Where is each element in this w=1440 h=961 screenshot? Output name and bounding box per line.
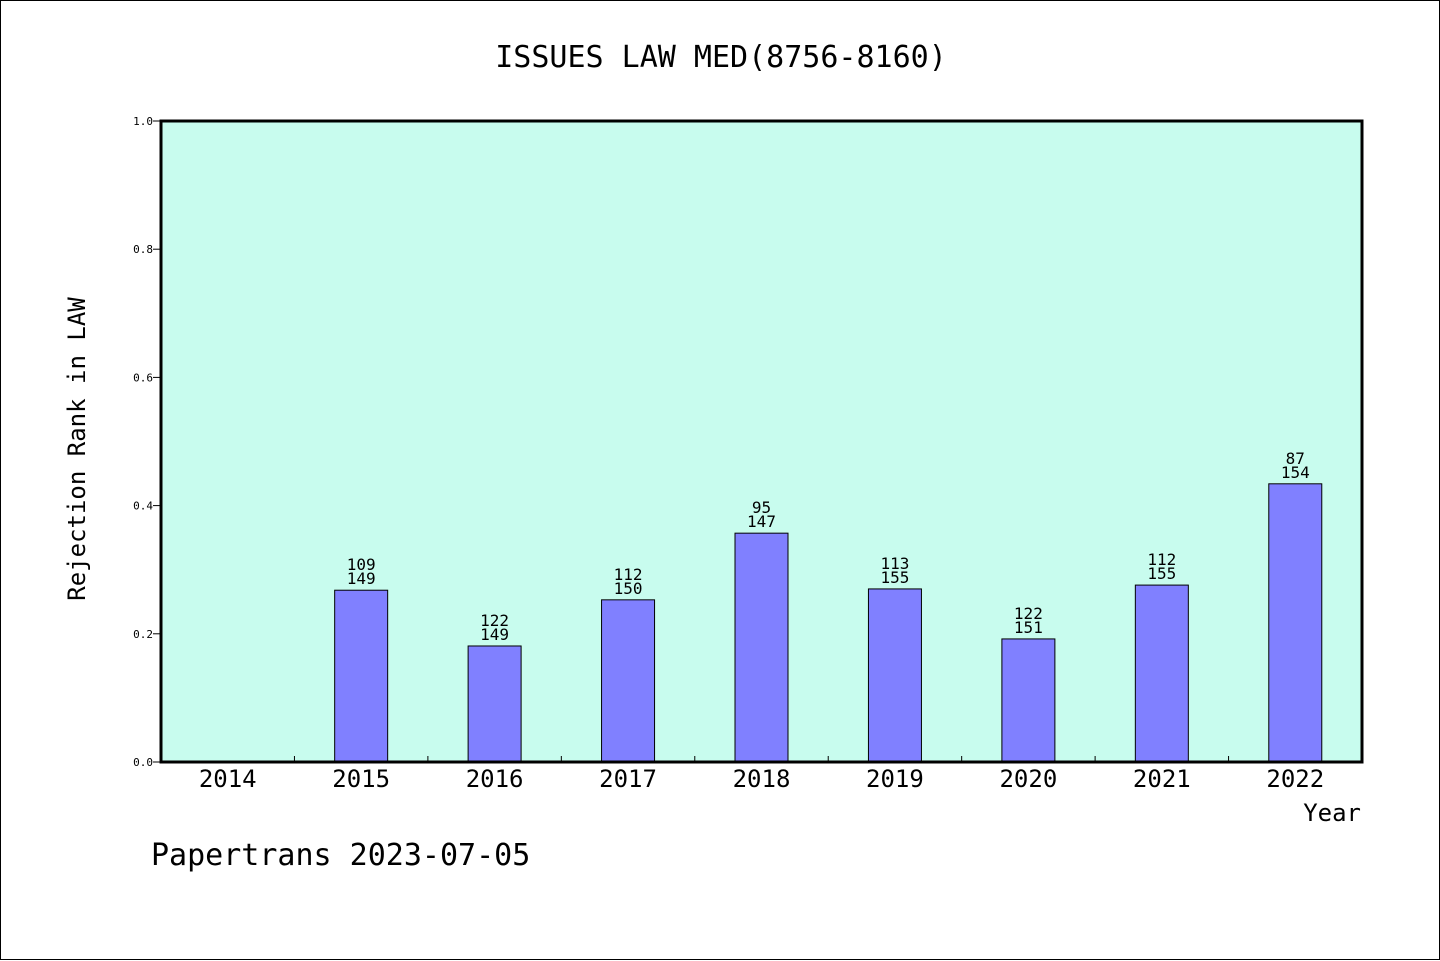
data-label-bottom: 154 (1281, 463, 1310, 482)
y-axis-label: Rejection Rank in LAW (63, 297, 91, 601)
x-axis-label: Year (1303, 799, 1361, 827)
data-label-top: 113 (880, 554, 909, 573)
data-label-top: 122 (480, 611, 509, 630)
data-label-bottom: 149 (480, 625, 509, 644)
bar-2017 (601, 599, 656, 763)
x-tick-label: 2015 (332, 765, 390, 793)
x-tick-label: 2021 (1133, 765, 1191, 793)
data-label-bottom: 151 (1014, 618, 1043, 637)
x-axis: 2014 2015 2016 2017 2018 2019 2020 2021 2022 (199, 756, 1324, 793)
footer-credit: Papertrans 2023-07-05 (151, 838, 530, 873)
data-label-top: 109 (347, 555, 376, 574)
plot-border (159, 119, 1364, 764)
x-tick-label: 2017 (599, 765, 657, 793)
y-tick-label: 0.8 (133, 243, 153, 256)
data-label-bottom: 150 (614, 579, 643, 598)
data-label-top: 95 (752, 498, 771, 517)
y-axis: 0.0 0.2 0.4 0.6 0.8 1.0 (133, 115, 161, 769)
bar-2019 (867, 588, 922, 763)
x-tick-label: 2019 (866, 765, 924, 793)
data-label-bottom: 155 (880, 568, 909, 587)
y-tick-label: 0.4 (133, 500, 153, 513)
bars-group (334, 483, 1323, 763)
data-label-top: 87 (1286, 449, 1305, 468)
data-label-bottom: 149 (347, 569, 376, 588)
chart-title: ISSUES LAW MED(8756-8160) (495, 40, 947, 75)
x-tick-label: 2016 (466, 765, 524, 793)
data-labels-group: 1091491221491121509514711315512215111215… (347, 449, 1310, 644)
y-tick-label: 0.0 (133, 756, 153, 769)
bar-2021 (1134, 584, 1189, 763)
data-label-bottom: 155 (1147, 564, 1176, 583)
data-label-bottom: 147 (747, 512, 776, 531)
y-tick-label: 1.0 (133, 115, 153, 128)
x-tick-label: 2020 (999, 765, 1057, 793)
x-tick-label: 2018 (733, 765, 791, 793)
data-label-top: 122 (1014, 604, 1043, 623)
bar-2018 (734, 532, 789, 763)
data-label-top: 112 (614, 565, 643, 584)
y-tick-label: 0.6 (133, 371, 153, 384)
bar-2022 (1268, 483, 1323, 763)
data-label-top: 112 (1147, 550, 1176, 569)
bar-2020 (1001, 638, 1056, 763)
x-tick-label: 2014 (199, 765, 257, 793)
bar-2016 (467, 645, 522, 763)
y-tick-label: 0.2 (133, 628, 153, 641)
x-tick-label: 2022 (1266, 765, 1324, 793)
bar-2015 (334, 589, 389, 763)
